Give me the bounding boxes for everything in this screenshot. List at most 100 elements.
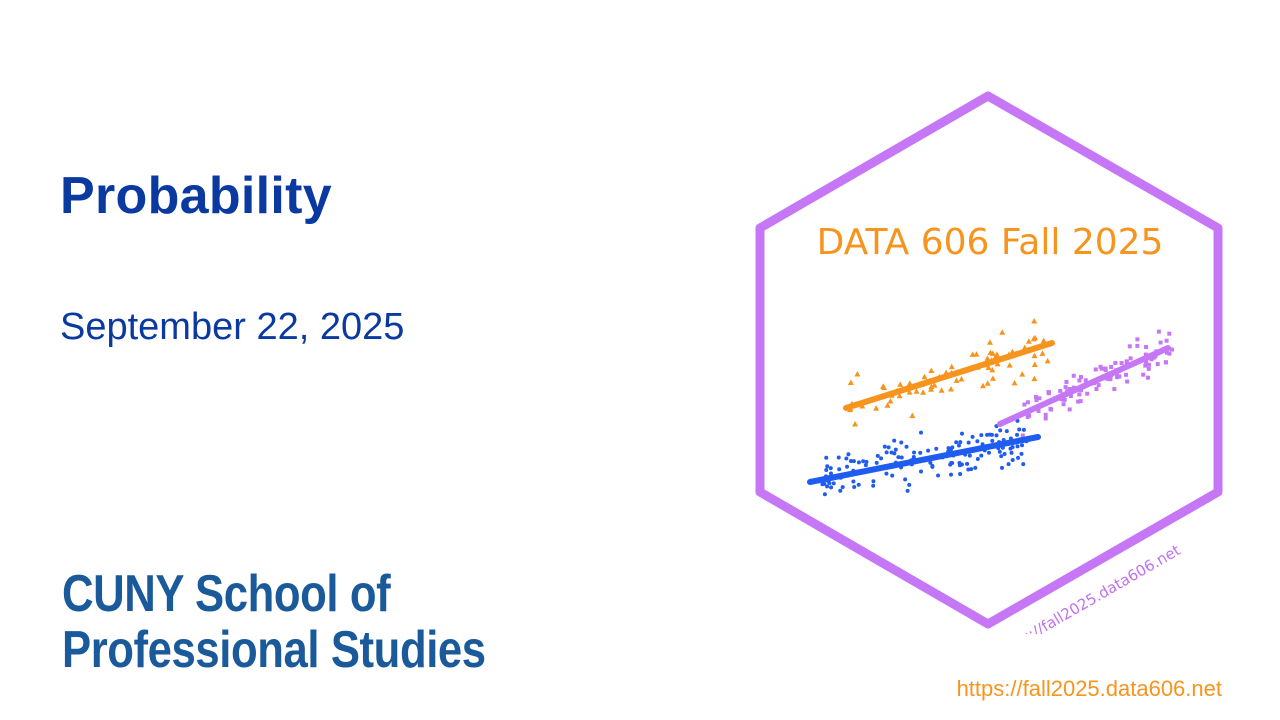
scatter-point — [852, 484, 857, 489]
scatter-point — [979, 433, 984, 438]
scatter-point — [1010, 457, 1015, 462]
trend-line-blue — [807, 434, 1041, 485]
scatter-point — [887, 398, 894, 404]
scatter-point — [1039, 350, 1046, 356]
scatter-point — [1020, 443, 1025, 448]
scatter-point — [893, 447, 898, 452]
scatter-point — [970, 434, 975, 439]
scatter-point — [957, 463, 962, 468]
scatter-point — [960, 431, 965, 436]
scatter-point — [1108, 377, 1113, 382]
scatter-point — [985, 364, 992, 370]
scatter-point — [999, 454, 1004, 459]
scatter-point — [848, 459, 853, 464]
scatter-point — [1022, 402, 1027, 407]
scatter-point — [1127, 344, 1132, 349]
scatter-point — [845, 464, 850, 469]
scatter-point — [827, 481, 832, 486]
scatter-point — [958, 440, 963, 445]
scatter-point — [1058, 388, 1063, 393]
scatter-point — [994, 433, 999, 438]
scatter-point — [1164, 338, 1169, 343]
scatter-point — [1015, 444, 1020, 449]
scatter-point — [896, 392, 903, 399]
scatter-point — [1128, 356, 1133, 361]
scatter-point — [889, 450, 894, 455]
scatter-point — [829, 485, 834, 490]
scatter-point — [1071, 373, 1076, 378]
scatter-point — [856, 460, 861, 465]
scatter-point — [938, 387, 945, 393]
scatter-point — [1119, 361, 1124, 366]
scatter-point — [903, 477, 908, 482]
scatter-point — [1076, 399, 1081, 404]
scatter-point — [1112, 387, 1117, 392]
scatter-point — [958, 472, 963, 477]
scatter-point — [856, 482, 861, 487]
scatter-point — [990, 438, 995, 443]
scatter-point — [1077, 392, 1082, 397]
scatter-point — [1144, 360, 1149, 365]
scatter-point — [1103, 366, 1108, 371]
scatter-point — [1165, 350, 1170, 355]
scatter-point — [852, 421, 859, 427]
scatter-point — [1067, 386, 1072, 391]
scatter-point — [1004, 429, 1009, 434]
scatter-point — [846, 452, 851, 457]
scatter-point — [1011, 379, 1018, 386]
scatter-point — [1135, 343, 1140, 348]
scatter-point — [1141, 372, 1146, 377]
scatter-point — [950, 445, 955, 450]
scatter-point — [1037, 396, 1042, 401]
scatter-point — [918, 450, 923, 455]
scatter-point — [861, 459, 866, 464]
scatter-point — [822, 492, 827, 497]
scatter-point — [904, 444, 909, 449]
scatter-point — [1020, 433, 1025, 438]
scatter-point — [919, 469, 924, 474]
scatter-point — [947, 385, 954, 392]
scatter-point — [1021, 462, 1026, 467]
scatter-point — [1085, 391, 1090, 396]
scatter-point — [975, 456, 980, 461]
scatter-point — [1113, 360, 1118, 365]
scatter-point — [825, 464, 830, 469]
scatter-point — [831, 481, 836, 486]
scatter-point — [1031, 361, 1038, 367]
scatter-point — [906, 389, 913, 395]
scatter-point — [954, 440, 959, 445]
scatter-point — [973, 465, 978, 470]
scatter-point — [1031, 318, 1038, 324]
scatter-point — [1031, 375, 1038, 382]
scatter-point — [1163, 360, 1168, 365]
scatter-point — [987, 432, 992, 437]
footer-url-link[interactable]: https://fall2025.data606.net — [956, 676, 1222, 701]
scatter-point — [920, 389, 927, 395]
scatter-point — [1077, 378, 1082, 383]
scatter-point — [824, 455, 829, 460]
scatter-point — [851, 459, 856, 464]
scatter-point — [884, 471, 889, 476]
scatter-point — [844, 456, 849, 461]
scatter-point — [949, 472, 954, 477]
scatter-point — [1135, 337, 1140, 342]
scatter-point — [1025, 400, 1030, 405]
scatter-point — [1043, 412, 1048, 417]
scatter-point — [936, 473, 941, 478]
scatter-point — [998, 428, 1003, 433]
scatter-point — [884, 402, 891, 408]
scatter-point — [1017, 427, 1022, 432]
scatter-point — [973, 351, 980, 357]
logo-line-1: CUNY School of — [62, 565, 391, 623]
scatter-point — [825, 484, 830, 489]
scatter-point — [1167, 331, 1172, 336]
scatter-point — [911, 455, 916, 460]
scatter-point — [956, 443, 961, 448]
scatter-point — [965, 461, 970, 466]
scatter-point — [892, 438, 897, 443]
scatter-point — [928, 460, 933, 465]
scatter-point — [912, 450, 917, 455]
scatter-point — [1143, 352, 1148, 357]
scatter-point — [979, 453, 984, 458]
scatter-point — [999, 329, 1006, 335]
